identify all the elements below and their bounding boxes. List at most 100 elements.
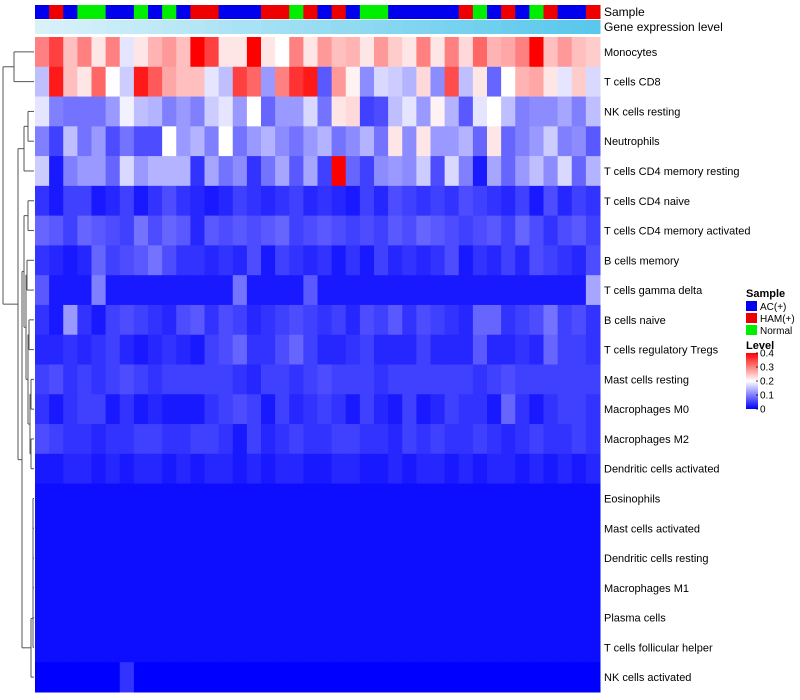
heatmap-cell [303, 424, 319, 455]
heatmap-cell [571, 572, 587, 604]
heatmap-cell [303, 185, 319, 217]
heatmap-cell [458, 453, 474, 485]
heatmap-cell [119, 215, 135, 246]
heatmap-cell [190, 543, 206, 574]
gene-expression-cell [317, 20, 333, 34]
heatmap-cell [105, 245, 121, 276]
heatmap-cell [77, 37, 93, 68]
heatmap-cell [402, 215, 417, 246]
heatmap-cell [557, 334, 573, 365]
heatmap-cell [458, 215, 474, 246]
heatmap-cell [416, 602, 432, 633]
heatmap-cell [557, 453, 573, 485]
heatmap-cell [289, 543, 304, 574]
heatmap-cell [148, 513, 163, 544]
heatmap-cell [359, 275, 375, 306]
heatmap-cell [204, 424, 220, 455]
heatmap-cell [458, 126, 474, 157]
heatmap-cell [317, 483, 333, 514]
heatmap-cell [119, 453, 135, 485]
heatmap-cell [204, 304, 220, 336]
heatmap-cell [105, 602, 121, 633]
heatmap-cell [303, 126, 319, 157]
heatmap-cell [218, 304, 234, 336]
heatmap-cell [261, 37, 276, 68]
row-label: NK cells activated [604, 672, 691, 684]
heatmap-cell [585, 543, 601, 574]
heatmap-cell [529, 453, 545, 485]
heatmap-cell [487, 572, 502, 604]
gene-expression-cell [345, 20, 361, 34]
heatmap-cell [49, 96, 64, 127]
heatmap-cell [458, 364, 474, 395]
heatmap-cell [402, 602, 417, 633]
heatmap-cell [402, 275, 417, 306]
heatmap-cell [218, 156, 234, 187]
heatmap-cell [515, 245, 530, 276]
heatmap-cell [303, 96, 319, 127]
sample-cell [77, 5, 93, 19]
heatmap-cell [162, 66, 177, 98]
heatmap-cell [359, 394, 375, 425]
heatmap-cell [444, 304, 460, 336]
heatmap-cell [133, 364, 149, 395]
gene-expression-cell [232, 20, 248, 34]
heatmap-cell [388, 156, 403, 187]
heatmap-cell [515, 126, 530, 157]
heatmap-cell [190, 156, 206, 187]
sample-cell [444, 5, 460, 19]
heatmap-cell [416, 37, 432, 68]
heatmap-cell [204, 275, 220, 306]
heatmap-cell [49, 572, 64, 604]
row-label: NK cells resting [604, 106, 680, 118]
heatmap-cell [458, 66, 474, 98]
heatmap-cell [148, 37, 163, 68]
heatmap-cell [275, 513, 290, 544]
heatmap-cell [317, 513, 333, 544]
heatmap-cell [289, 245, 304, 276]
heatmap-cell [261, 602, 276, 633]
heatmap-cell [218, 215, 234, 246]
heatmap-cell [317, 96, 333, 127]
heatmap-cell [204, 66, 220, 98]
heatmap-cell [105, 424, 121, 455]
heatmap-cell [162, 304, 177, 336]
heatmap-cell [487, 602, 502, 633]
heatmap-cell [77, 543, 93, 574]
heatmap-cell [359, 453, 375, 485]
heatmap-cell [49, 453, 64, 485]
heatmap-cell [204, 632, 220, 663]
heatmap-cell [261, 66, 276, 98]
heatmap-cell [317, 304, 333, 336]
heatmap-cell [218, 572, 234, 604]
heatmap-cell [444, 245, 460, 276]
row-label: Dendritic cells resting [604, 553, 709, 565]
sample-cell [487, 5, 502, 19]
heatmap-cell [190, 662, 206, 693]
heatmap-cell [529, 245, 545, 276]
heatmap-cell [49, 66, 64, 98]
heatmap-cell [487, 364, 502, 395]
heatmap-cell [585, 572, 601, 604]
heatmap-cell [275, 662, 290, 693]
heatmap-cell [162, 513, 177, 544]
heatmap-cell [374, 424, 389, 455]
gene-expression-annotation-label: Gene expression level [604, 20, 723, 34]
heatmap-cell [162, 602, 177, 633]
sample-cell [246, 5, 262, 19]
heatmap-cell [49, 483, 64, 514]
heatmap-cell [232, 37, 248, 68]
heatmap-cell [444, 185, 460, 217]
heatmap-cell [77, 632, 93, 663]
heatmap-cells [35, 37, 601, 693]
heatmap-cell [303, 394, 319, 425]
heatmap-cell [77, 215, 93, 246]
heatmap-cell [585, 66, 601, 98]
heatmap-cell [331, 275, 347, 306]
heatmap-cell [91, 572, 107, 604]
heatmap-cell [176, 156, 191, 187]
heatmap-cell [529, 632, 545, 663]
gene-expression-cell [303, 20, 319, 34]
heatmap-cell [444, 662, 460, 693]
row-label: Plasma cells [604, 613, 666, 625]
